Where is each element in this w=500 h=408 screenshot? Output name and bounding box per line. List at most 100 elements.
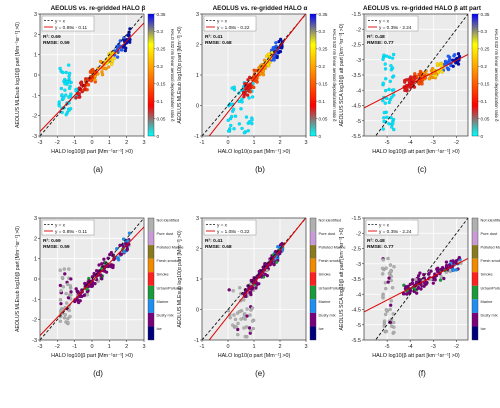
x-tick-label: 2	[125, 140, 128, 146]
colorbar-tick-label: 0.2	[481, 64, 488, 69]
data-point	[102, 257, 106, 262]
data-point	[388, 303, 393, 307]
y-tick-label: 0	[34, 277, 37, 283]
data-point	[389, 274, 393, 279]
y-tick-label: -2.5	[352, 247, 361, 253]
y-tick-label: -4.5	[352, 104, 361, 110]
colorbar-tick-label: 0.1	[481, 99, 488, 104]
colorbar-segment	[148, 299, 154, 313]
data-point	[264, 54, 269, 58]
legend-entry: y = 0.39x - 2.24	[379, 229, 412, 234]
data-point	[110, 59, 115, 63]
colorbar-depolarization: 0 0.05 0.1 0.15 0.2 0.25 0.3 0.35 HALO 532 nm li…	[309, 12, 337, 139]
chart-panel-f: -5 -4 -3 -2 -5.5 -5 -4.5 -4 -3.5 -3 -2.5 -2 -1.5 HALO…	[339, 216, 500, 378]
x-tick-label: -3	[431, 140, 436, 146]
colorbar-class-label: Dusty mix	[319, 312, 336, 317]
y-tick-label: -4	[356, 88, 361, 94]
data-point	[58, 319, 63, 324]
data-point	[389, 278, 393, 283]
data-point	[390, 56, 395, 60]
colorbar-frame	[471, 217, 479, 341]
data-point	[92, 271, 96, 276]
data-point	[67, 308, 72, 313]
y-tick-label: -5.5	[352, 134, 361, 140]
data-point	[68, 106, 73, 111]
data-point	[245, 314, 249, 318]
data-point	[67, 86, 72, 91]
y-tick-label: -2	[356, 27, 361, 33]
colorbar-class-label: Fresh smoke	[481, 258, 500, 263]
y-tick-label: 1	[34, 53, 37, 59]
data-point	[121, 237, 126, 241]
colorbar-segment	[148, 312, 154, 327]
colorbar-segment	[310, 326, 316, 340]
y-axis-label: AEOLUS SCA log10(β att part [km⁻¹sr⁻¹] >…	[339, 23, 345, 126]
data-point	[391, 121, 395, 126]
data-point	[414, 277, 418, 282]
stat-r2: R²: 0.69	[43, 34, 61, 40]
data-point	[115, 55, 120, 59]
data-point	[246, 88, 250, 93]
colorbar-segment	[148, 272, 154, 286]
data-point	[76, 300, 81, 305]
data-point	[381, 81, 386, 85]
colorbar-aerosol-type: Not identified Pure dust Polluted Marine Fr…	[471, 217, 500, 341]
data-point	[227, 288, 231, 292]
colorbar-segment	[310, 231, 316, 246]
data-point	[247, 120, 252, 124]
colorbar-class-label: Smoke	[157, 272, 169, 277]
legend-entry: y = x	[217, 18, 228, 23]
colorbar-segment	[310, 218, 316, 232]
colorbar-tick-label: 0.35	[481, 12, 490, 17]
data-point	[231, 107, 236, 112]
x-axis-label: HALO log10(β att part [km⁻¹sr⁻¹] >0)	[372, 353, 460, 359]
data-point	[414, 280, 419, 285]
x-axis-label: HALO log10(β part [Mm⁻¹sr⁻¹] >0)	[51, 149, 133, 155]
colorbar-segment	[148, 326, 154, 340]
data-point	[433, 74, 438, 78]
data-point	[250, 121, 254, 126]
data-point	[125, 248, 129, 252]
colorbar-tick-label: 0.05	[319, 116, 328, 121]
data-point	[122, 250, 126, 254]
colorbar-segment	[310, 312, 316, 327]
data-point	[443, 59, 448, 64]
data-point	[100, 72, 105, 77]
data-point	[116, 258, 121, 262]
legend-entry: y = x	[55, 18, 66, 23]
data-point	[228, 315, 232, 320]
colorbar-class-label: Not identified	[481, 218, 500, 223]
y-tick-label: -5.5	[352, 338, 361, 344]
data-point	[387, 122, 391, 126]
data-point	[74, 88, 78, 93]
x-tick-label: 3	[304, 140, 307, 146]
y-tick-label: -1	[194, 338, 199, 344]
legend-entry: y = 0.89x - 0.11	[55, 25, 87, 30]
data-point	[59, 289, 63, 293]
data-point	[251, 326, 256, 331]
identity-line	[202, 218, 306, 340]
data-point	[250, 95, 255, 99]
legend-entry: y = 1.08x - 0.22	[217, 229, 250, 234]
data-point	[57, 104, 61, 108]
x-tick-label: 1	[252, 344, 255, 350]
data-point	[245, 93, 250, 97]
stat-rmse: RMSE: 0.59	[43, 244, 70, 250]
chart-panel-e: -1 0 1 2 3 -1 0 1 2 3 HALO log10(α part [Mm⁻¹] >0)…	[177, 216, 346, 378]
colorbar-segment	[310, 258, 316, 273]
colorbar-tick-label: 0.3	[319, 29, 326, 34]
data-point	[392, 264, 396, 269]
panel-label: (d)	[93, 369, 103, 378]
data-point	[243, 334, 248, 339]
data-point	[85, 287, 89, 291]
data-point	[242, 312, 247, 316]
data-point	[63, 88, 67, 92]
colorbar-aerosol-type: Not identified Pure dust Polluted Marine Fr…	[309, 218, 346, 341]
data-point	[64, 301, 69, 305]
data-point	[58, 268, 62, 272]
colorbar-tick-label: 0.15	[319, 82, 328, 87]
x-tick-label: 2	[278, 140, 281, 146]
stat-rmse: RMSE: 0.77	[367, 244, 394, 250]
data-point	[241, 316, 246, 320]
data-point	[451, 64, 455, 69]
